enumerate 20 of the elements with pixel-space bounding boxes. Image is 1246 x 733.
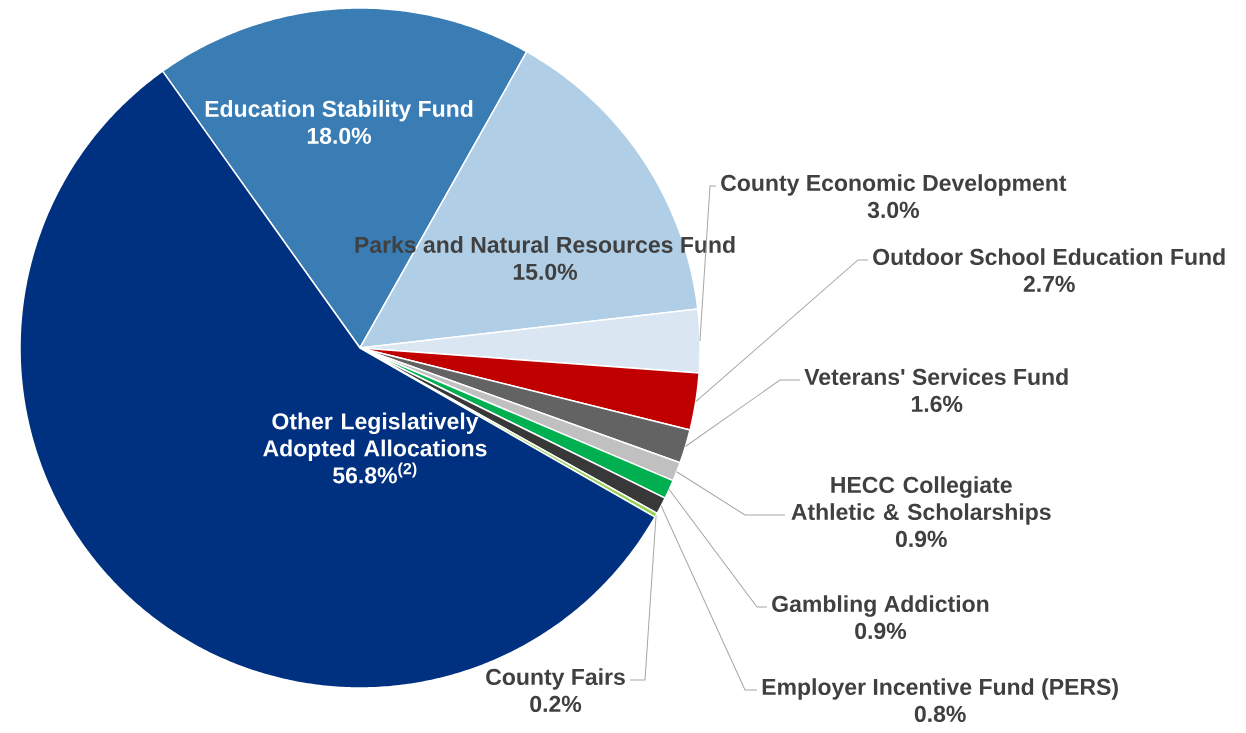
slice-label: Outdoor School Education Fund	[873, 248, 1225, 266]
slice-label: Employer Incentive Fund (PERS)	[762, 678, 1118, 700]
slice-label: HECC Collegiate Athletic & Scholarships	[791, 476, 1051, 525]
slice-label: County Economic Development	[721, 174, 1067, 196]
data-label: 0.9%	[855, 622, 907, 640]
slice-label: Gambling Addiction	[772, 595, 989, 617]
slice-label: Other Legislatively Adopted Allocations	[263, 412, 487, 461]
slice-label: Education Stability Fund	[205, 100, 473, 122]
data-label: 0.2%	[530, 695, 582, 713]
data-label: 0.9%	[895, 530, 947, 548]
slice-label: County Fairs	[486, 668, 625, 690]
data-label: 1.6%	[911, 395, 963, 413]
data-label: 0.8%	[914, 705, 966, 723]
data-label: 56.8%$^{(2)}$	[333, 462, 417, 484]
data-label: 15.0%	[513, 263, 578, 280]
data-label: 2.7%	[1023, 275, 1075, 293]
data-label: 3.0%	[867, 201, 919, 219]
data-label: 18.0%	[307, 127, 372, 144]
slice-label: Veterans' Services Fund	[804, 368, 1068, 386]
slice-label: Parks and Natural Resources Fund	[355, 236, 735, 253]
